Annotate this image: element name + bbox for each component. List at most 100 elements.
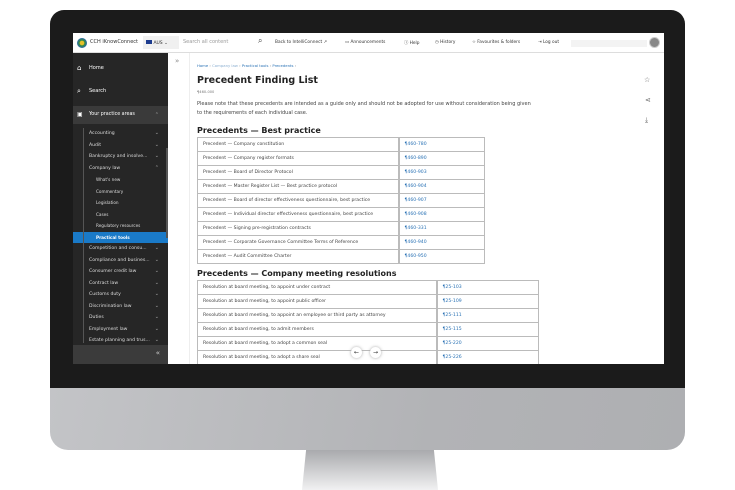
sidebar-item[interactable]: Bankruptcy and insolve... ⌄ [73,151,168,162]
page-title: Precedent Finding List [197,75,318,86]
paragraph-link[interactable]: ¶25-111 [435,308,539,323]
sidebar-item[interactable]: Company law ⌃ [73,163,168,174]
paragraph-link[interactable]: ¶460-780 [397,137,485,152]
table-row: Resolution at board meeting, to adopt a … [197,350,539,364]
share-icon[interactable]: ⋖ [645,96,651,104]
precedent-name: Precedent — Individual director effectiv… [197,207,399,222]
page-ref: ¶460-000 [197,90,215,94]
sidebar-item[interactable]: Duties ⌄ [73,312,168,323]
precedent-name: Resolution at board meeting, to admit me… [197,322,437,337]
avatar[interactable] [649,37,660,48]
history-link[interactable]: ◷ History [435,40,456,45]
paragraph-link[interactable]: ¶460-903 [397,165,485,180]
paragraph-link[interactable]: ¶460-907 [397,193,485,208]
breadcrumb-link[interactable]: Company law [212,63,238,68]
sidebar-scrollbar[interactable] [166,148,168,238]
sidebar-item[interactable]: Estate planning and trus... ⌄ [73,335,168,346]
sidebar-item-label: Competition and consu... [89,246,147,251]
user-field[interactable] [571,40,647,47]
search-icon[interactable]: ⌕ [258,36,263,45]
table-row: Resolution at board meeting, to appoint … [197,308,539,323]
precedent-name: Precedent — Board of Director Protocol [197,165,399,180]
resolution-table: Resolution at board meeting, to appoint … [197,280,539,364]
sidebar-item-label: Compliance and busines... [89,257,150,263]
sidebar-item-label: Consumer credit law [89,269,137,274]
expand-icon[interactable]: » [175,57,180,65]
paragraph-link[interactable]: ¶460-890 [397,151,485,166]
sidebar-item-label: Discrimination law [89,303,132,309]
sidebar-item-label: Company law [89,165,121,171]
sidebar-item[interactable]: Accounting ⌄ [73,128,168,139]
sidebar-item[interactable]: Audit ⌄ [73,140,168,151]
favourite-star-icon[interactable]: ☆ [644,76,651,84]
sidebar-item[interactable]: Compliance and busines... ⌄ [73,255,168,266]
precedent-name: Resolution at board meeting, to adopt a … [197,336,437,351]
chevron-down-icon: ⌄ [154,141,159,148]
sidebar-subitem[interactable]: What's new [73,174,168,185]
sidebar-item[interactable]: Discrimination law ⌄ [73,301,168,312]
region-selector[interactable]: AUS ⌄ [143,36,179,49]
chevron-up-icon: ⌃ [154,164,159,171]
collapse-sidebar-button[interactable]: « [73,345,168,364]
sidebar-item-search[interactable]: ⌕ Search [77,87,107,95]
help-icon: ⓘ [404,41,409,46]
prev-arrow-button[interactable]: ← [351,347,362,358]
sidebar-item[interactable]: Employment law ⌄ [73,324,168,335]
star-icon: ☆ [472,40,476,45]
sidebar-subitem[interactable]: Cases [73,209,168,220]
paragraph-link[interactable]: ¶460-908 [397,207,485,222]
region-label: AUS [153,41,163,46]
sidebar-tree-line [83,128,84,343]
next-arrow-button[interactable]: → [370,347,381,358]
announcements-link[interactable]: ▭ Announcements [345,40,386,45]
sidebar-item-label: Accounting [89,131,115,136]
download-icon[interactable]: ⤓ [645,116,649,124]
breadcrumb-separator: › [208,63,213,68]
logout-link[interactable]: ⇥ Log out [538,40,560,45]
sidebar-item-practice-areas[interactable]: ▣ Your practice areas ⌃ [73,106,168,124]
table-row: Precedent — Audit Committee Charter ¶460-… [197,249,485,264]
help-link[interactable]: ⓘ Help [404,41,420,46]
breadcrumb-link[interactable]: Precedents [272,63,294,68]
monitor-stand [302,450,438,490]
paragraph-link[interactable]: ¶25-103 [435,280,539,295]
sidebar-subitem[interactable]: Practical tools [73,231,168,243]
table-row: Resolution at board meeting, to adopt a … [197,336,539,351]
paragraph-link[interactable]: ¶25-109 [435,294,539,309]
favourites-link[interactable]: ☆ Favourites & folders [472,40,521,45]
section-title: Precedents — Company meeting resolutions [197,269,397,278]
sidebar-item[interactable]: Competition and consu... ⌄ [73,243,168,254]
logo-icon[interactable] [77,38,87,48]
monitor-chin [50,388,685,450]
search-input[interactable]: Search all content [183,39,229,45]
sidebar-item[interactable]: Consumer credit law ⌄ [73,266,168,277]
sidebar-item-label: Bankruptcy and insolve... [89,154,148,159]
paragraph-link[interactable]: ¶25-115 [435,322,539,337]
breadcrumb-link[interactable]: Home [197,63,209,68]
briefcase-icon: ▣ [77,111,83,118]
sidebar-item[interactable]: Customs duty ⌄ [73,289,168,300]
breadcrumb-separator: › [268,63,273,68]
chevron-down-icon: ⌄ [154,337,159,343]
sidebar-item-label: What's new [96,177,121,182]
sidebar-subitem[interactable]: Commentary [73,186,168,197]
home-icon: ⌂ [77,64,82,72]
back-link[interactable]: Back to IntelliConnect ↗ [275,40,328,45]
paragraph-link[interactable]: ¶25-220 [435,336,539,351]
paragraph-link[interactable]: ¶460-904 [397,179,485,194]
chevron-down-icon: ⌄ [154,268,159,274]
paragraph-link[interactable]: ¶460-940 [397,235,485,250]
table-row: Resolution at board meeting, to appoint … [197,294,539,309]
paragraph-link[interactable]: ¶460-950 [397,249,485,264]
sidebar-item-label: Regulatory resources [96,223,141,228]
breadcrumb-link[interactable]: Practical tools [241,63,269,68]
paragraph-link[interactable]: ¶460-331 [397,221,485,236]
sidebar-subitem[interactable]: Regulatory resources [73,220,168,231]
brand-name: CCH iKnowConnect [90,39,138,45]
table-row: Precedent — Corporate Governance Committ… [197,235,485,250]
breadcrumb-separator: › [293,63,297,68]
paragraph-link[interactable]: ¶25-226 [435,350,539,364]
sidebar-item-home[interactable]: ⌂ Home [77,64,104,72]
sidebar-item[interactable]: Contract law ⌄ [73,278,168,289]
sidebar-subitem[interactable]: Legislation [73,197,168,208]
